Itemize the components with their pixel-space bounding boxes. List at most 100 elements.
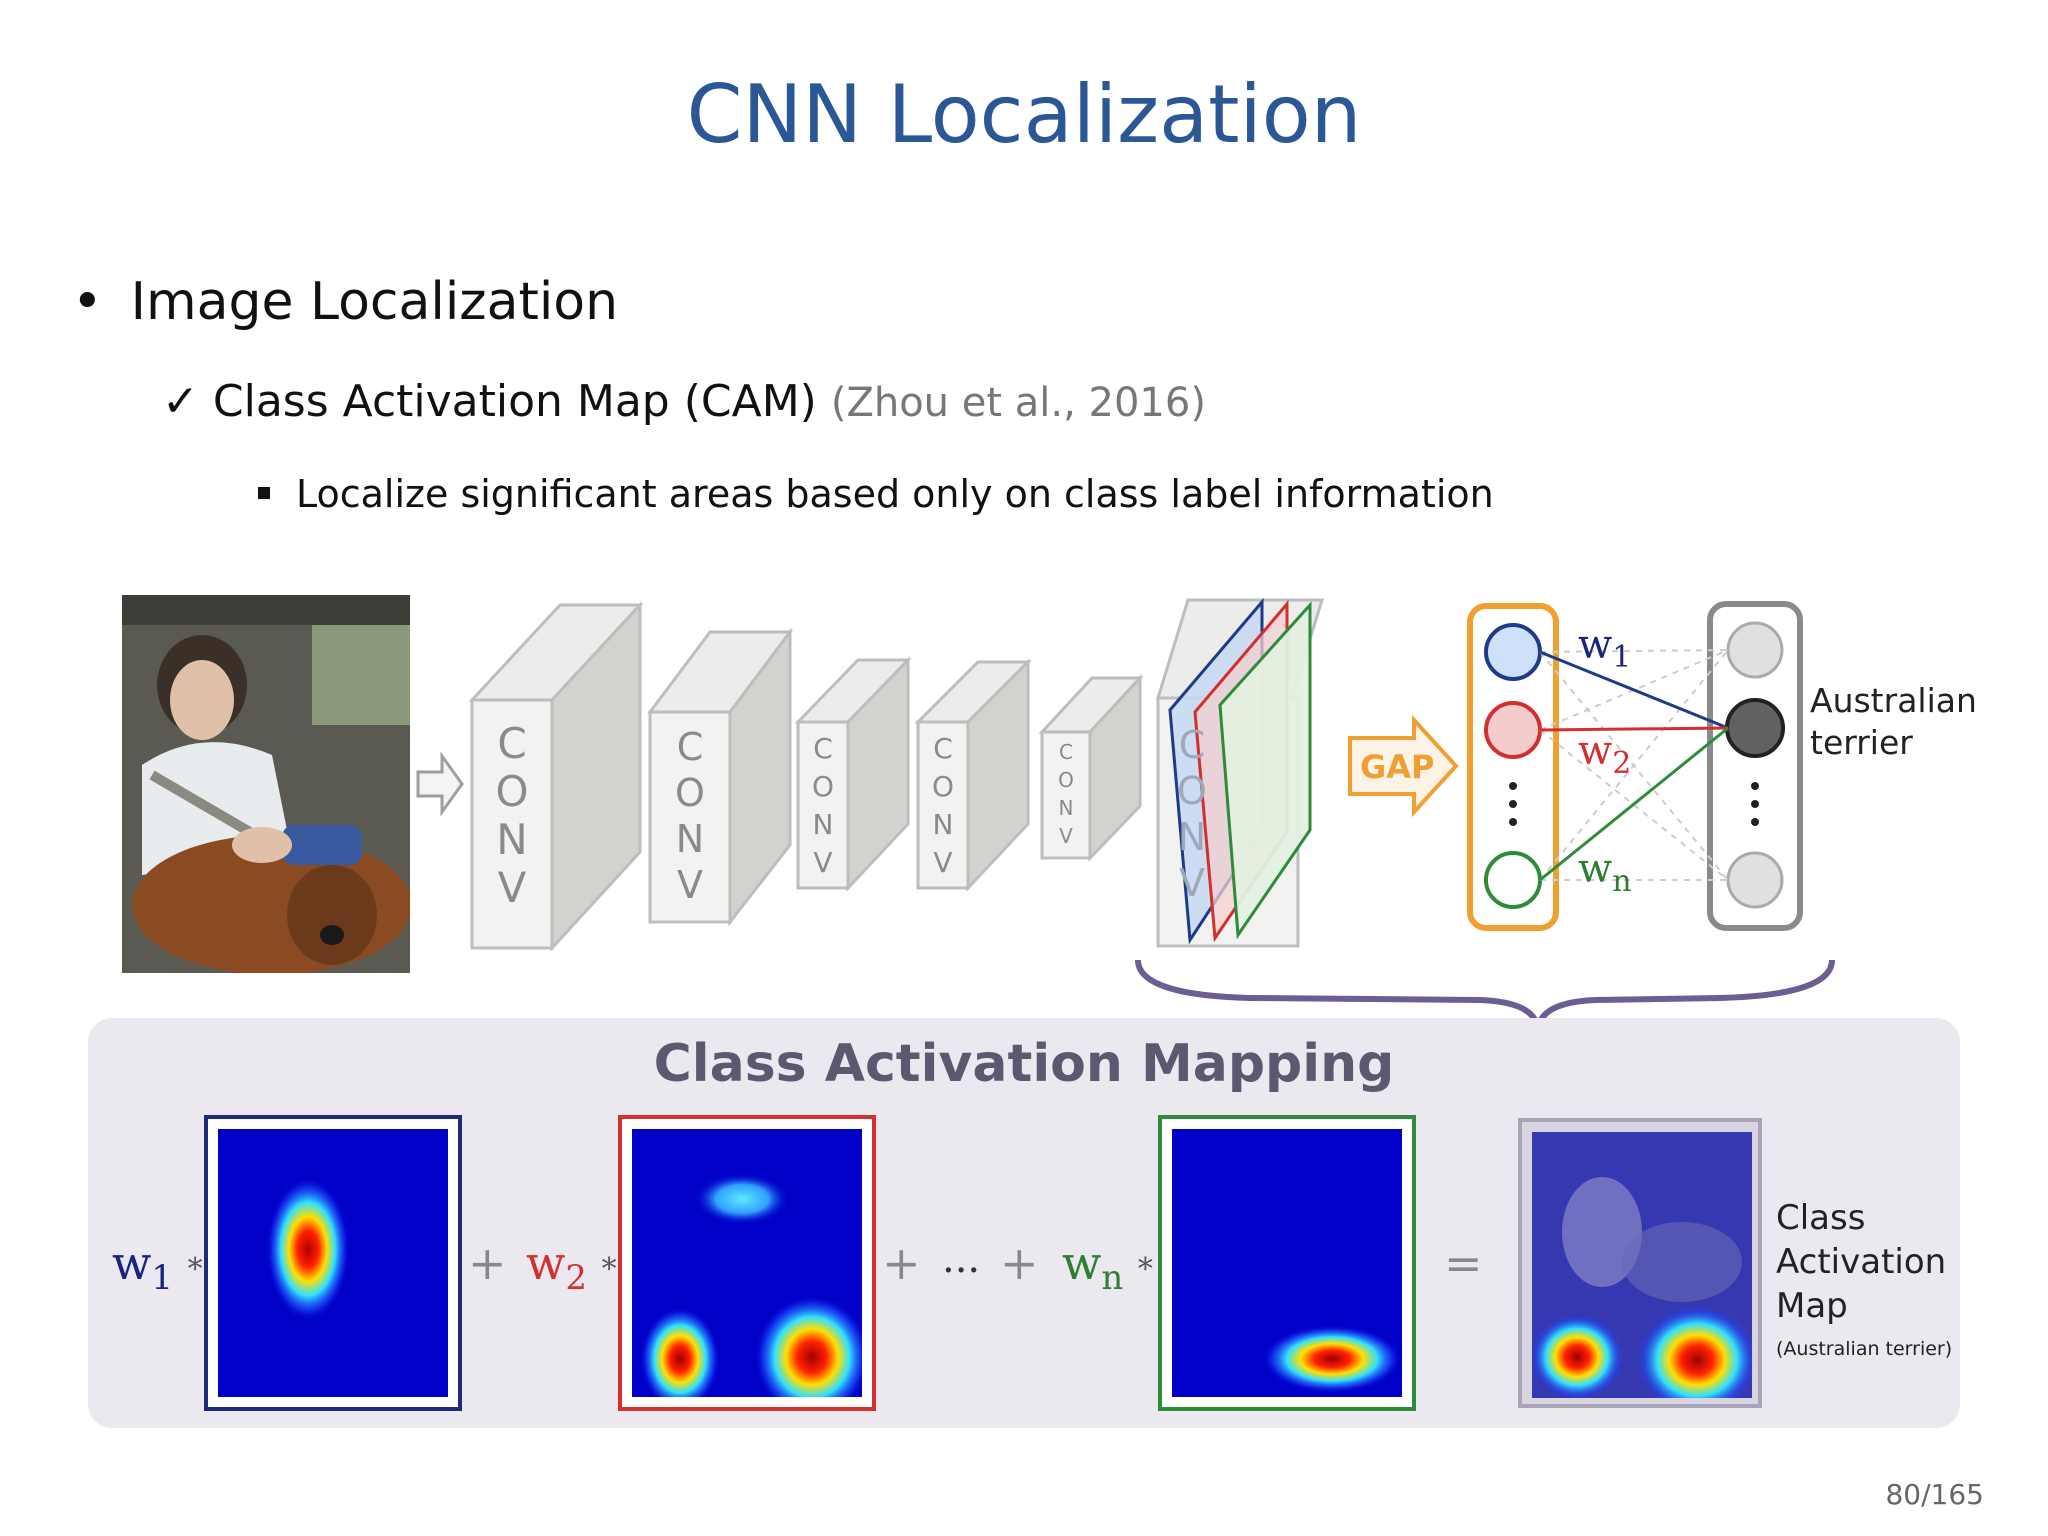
conv-letter: V (497, 863, 527, 912)
cam-result-line3: Map (1776, 1286, 1848, 1326)
gap-arrow-icon (1348, 714, 1459, 818)
heatmap-2 (632, 1129, 862, 1397)
conv-letter: N (1058, 796, 1074, 820)
term-symbol: w (526, 1236, 566, 1290)
conv-letter: C (676, 725, 704, 769)
cam-title: Class Activation Mapping (653, 1034, 1395, 1094)
output-label-line2: terrier (1810, 723, 1913, 762)
term-symbol: w (1062, 1236, 1102, 1290)
conv-block-3 (794, 656, 912, 892)
bullet3-text: Localize significant areas based only on… (296, 472, 1494, 516)
heatmap-1 (218, 1129, 448, 1397)
equals-sign: = (1444, 1236, 1483, 1290)
gap-node-column (1467, 603, 1559, 931)
conv-block-2 (647, 627, 793, 927)
plus-sign-2: + (882, 1236, 921, 1290)
class-activation-map (1518, 1118, 1762, 1408)
bullet2-text: Class Activation Map (CAM) (212, 376, 817, 427)
conv-label-2: C O N V (650, 724, 730, 908)
conv-letter: C (1178, 723, 1206, 767)
heatmap-n (1172, 1129, 1402, 1397)
weight-label-w2: w2 (1578, 728, 1631, 781)
conv-letter: N (496, 815, 528, 864)
conv-label-1: C O N V (472, 720, 552, 912)
conv-letter: O (1177, 769, 1207, 813)
cam-overlay (1532, 1132, 1752, 1398)
bullet1-text: Image Localization (130, 272, 619, 332)
conv-label-5: C O N V (1042, 738, 1090, 850)
bullet-dot: • (72, 272, 103, 332)
output-node-column (1707, 601, 1803, 931)
conv-letter: O (811, 770, 835, 803)
cam-result-line2: Activation (1776, 1242, 1947, 1282)
conv-letter: C (933, 732, 953, 765)
conv-letter: N (675, 817, 705, 861)
conv-letter: C (813, 732, 833, 765)
weight-sub: 2 (1612, 746, 1632, 781)
bullet-localize: Localize significant areas based only on… (258, 472, 1494, 516)
conv-label-6: C O N V (1160, 722, 1224, 906)
conv-letter: V (677, 863, 703, 907)
weight-symbol: w (1578, 728, 1613, 774)
conv-letter: V (933, 846, 953, 879)
conv-letter: O (495, 767, 529, 816)
cam-result-note: (Australian terrier) (1776, 1338, 1953, 1360)
weight-line-w2 (1539, 726, 1729, 732)
weight-sub: 1 (1612, 640, 1632, 675)
gap-node-blue (1484, 623, 1542, 681)
conv-letter: C (497, 719, 527, 768)
weight-line-wn (1539, 726, 1729, 882)
term-sub: 2 (565, 1258, 588, 1299)
input-arrow-icon (416, 751, 464, 817)
gap-label: GAP (1360, 748, 1435, 786)
plus-sign-3: + (1000, 1236, 1039, 1290)
ellipsis: ... (942, 1236, 981, 1282)
multiply-sign: * (187, 1252, 203, 1287)
output-class-label: Australian terrier (1810, 680, 1977, 764)
conv-letter: O (675, 771, 705, 815)
feature-map-n (1158, 1115, 1416, 1411)
cam-result-label: Class Activation Map (Australian terrier… (1776, 1196, 1952, 1364)
conv-letter: V (813, 846, 833, 879)
conv-block-5 (1038, 674, 1144, 862)
weight-symbol: w (1578, 846, 1613, 892)
conv-letter: O (931, 770, 955, 803)
feature-map-2 (618, 1115, 876, 1411)
bullet-image-localization: • Image Localization (72, 272, 618, 332)
cam-result-line1: Class (1776, 1198, 1866, 1238)
checkmark-icon: ✓ (162, 376, 199, 427)
output-node-active (1725, 698, 1785, 758)
term-w2: w2 * (526, 1236, 617, 1298)
weight-line-w1 (1539, 650, 1729, 730)
term-wn: wn * (1062, 1236, 1153, 1298)
output-label-line1: Australian (1810, 681, 1977, 720)
square-bullet-icon (258, 486, 270, 499)
conv-letter: O (1058, 768, 1074, 792)
conv-block-1 (468, 601, 644, 952)
conv-letter: V (1179, 861, 1205, 905)
conv-letter: N (932, 808, 954, 841)
term-w1: w1 * (112, 1236, 203, 1298)
feature-map-green (1218, 601, 1312, 940)
bullet-cam: ✓ Class Activation Map (CAM) (Zhou et al… (162, 376, 1206, 427)
slide-title: CNN Localization (686, 68, 1362, 161)
conv-letter: N (1177, 815, 1207, 859)
page-number: 80/165 (1885, 1478, 1984, 1511)
input-photo (122, 595, 410, 973)
term-symbol: w (112, 1236, 152, 1290)
feature-map-1 (204, 1115, 462, 1411)
plus-sign-1: + (468, 1236, 507, 1290)
conv-block-6 (1155, 597, 1325, 948)
conv-letter: C (1059, 740, 1073, 764)
gap-node-red (1484, 701, 1542, 759)
conv-label-4: C O N V (918, 730, 968, 882)
term-sub: n (1101, 1258, 1124, 1299)
gap-node-green (1484, 851, 1542, 909)
conv-label-3: C O N V (798, 730, 848, 882)
term-sub: 1 (151, 1258, 174, 1299)
conv-block-4 (914, 658, 1032, 892)
weight-symbol: w (1578, 622, 1613, 668)
multiply-sign: * (1137, 1252, 1153, 1287)
citation: (Zhou et al., 2016) (830, 380, 1206, 426)
